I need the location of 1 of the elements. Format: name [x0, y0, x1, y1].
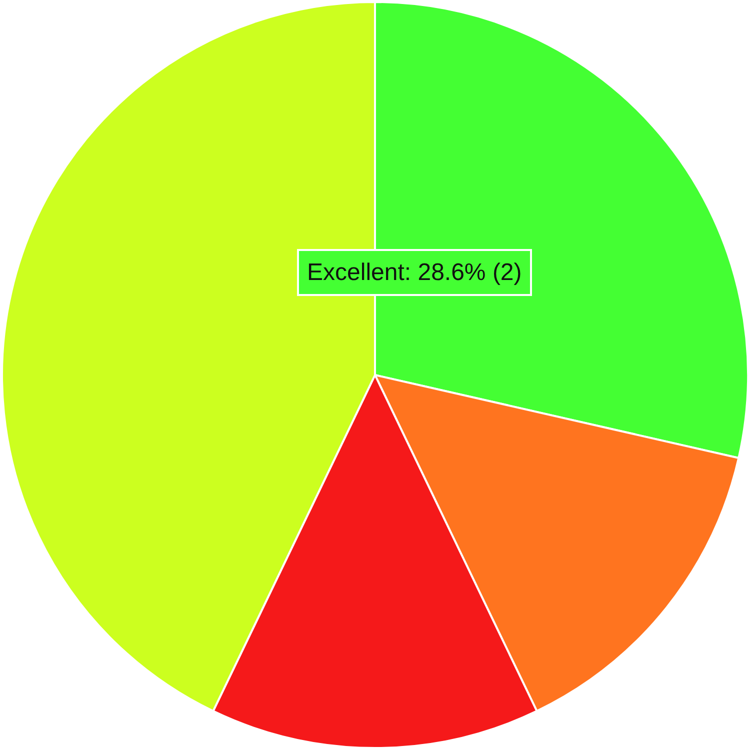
slice-label: Excellent: 28.6% (2) — [307, 259, 522, 286]
